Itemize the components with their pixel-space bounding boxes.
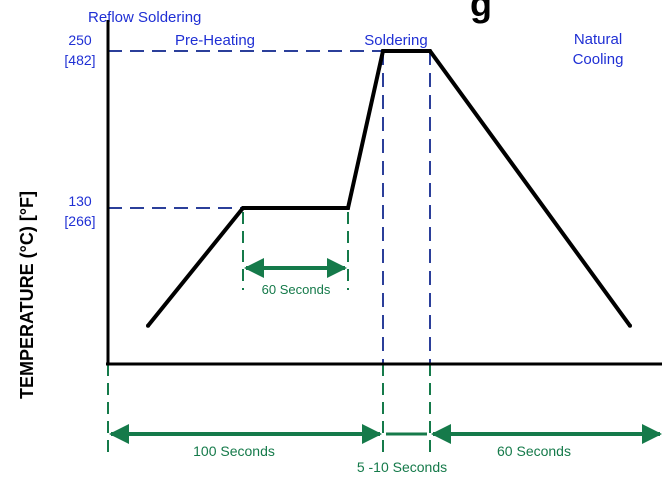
profile-point-5 [628,323,632,328]
duration-label-cooling: 60 Seconds [497,443,571,459]
stage-label-soldering: Soldering [364,32,427,49]
profile-point-2 [346,206,350,210]
y-tick-250-f: [482] [64,52,95,68]
duration-label-preheat-hold: 60 Seconds [262,282,331,297]
stage-label-preheat: Pre-Heating [175,32,255,49]
y-tick-130-c: 130 [68,193,92,209]
temperature-profile-line [146,49,632,328]
y-tick-250-c: 250 [68,32,92,48]
clipped-title-fragment: g [470,0,492,24]
y-tick-130-f: [266] [64,213,95,229]
profile-point-0 [146,323,150,328]
temperature-profile-points [146,49,632,328]
stage-label-cooling-line1: Natural [574,31,622,48]
duration-label-soldering: 5 -10 Seconds [357,459,447,475]
profile-point-3 [381,49,385,53]
profile-point-4 [428,49,432,53]
stage-label-cooling-line2: Cooling [573,51,624,68]
chart-title: Reflow Soldering [88,9,201,26]
profile-point-1 [241,206,245,210]
y-axis-title: TEMPERATURE (°C) [°F] [17,191,37,399]
duration-label-heating: 100 Seconds [193,443,275,459]
